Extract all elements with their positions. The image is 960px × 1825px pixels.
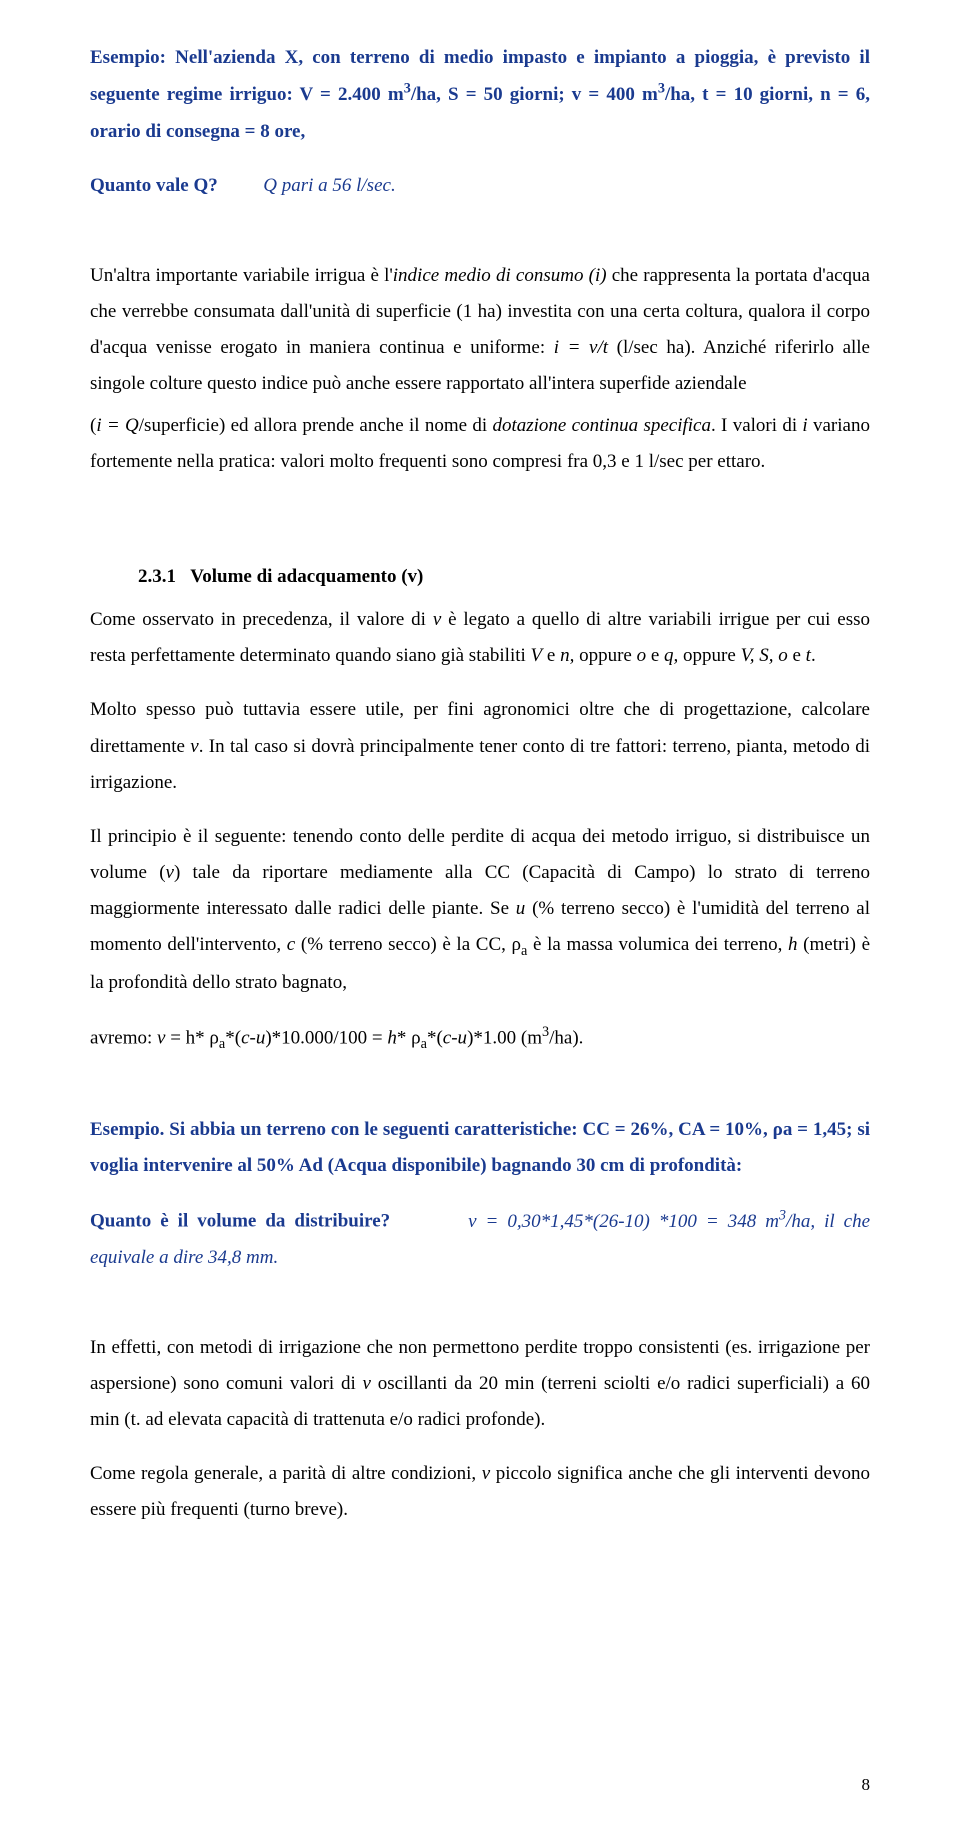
p5-h: è la massa volumica dei terreno, xyxy=(527,934,788,955)
document-page: Esempio: Nell'azienda X, con terreno di … xyxy=(0,0,960,1825)
section-number: 2.3.1 xyxy=(138,566,176,587)
p3-a: Come osservato in precedenza, il valore … xyxy=(90,609,433,630)
section-title: Volume di adacquamento (v) xyxy=(190,566,423,587)
paragraph-formula: avremo: v = h* ρa*(c-u)*10.000/100 = h* … xyxy=(90,1019,870,1058)
p6-l: /ha). xyxy=(549,1027,583,1048)
p3-k: oppure xyxy=(678,645,740,666)
example-2-q: Quanto è il volume da distribuire? xyxy=(90,1211,390,1232)
p3-o: . xyxy=(811,645,816,666)
p6-d: *( xyxy=(225,1027,241,1048)
paragraph-dotazione: (i = Q/superficie) ed allora prende anch… xyxy=(90,408,870,480)
p3-b: v xyxy=(433,609,441,630)
paragraph-metodi: In effetti, con metodi di irrigazione ch… xyxy=(90,1330,870,1438)
p6-h: * ρ xyxy=(397,1027,421,1048)
p6-a: avremo: xyxy=(90,1027,157,1048)
example-1-question: Quanto vale Q? Q pari a 56 l/sec. xyxy=(90,168,870,204)
example-1-q: Quanto vale Q? xyxy=(90,175,218,196)
paragraph-regola: Come regola generale, a parità di altre … xyxy=(90,1456,870,1528)
p2-d: dotazione continua specifica xyxy=(492,415,711,436)
p5-d: u xyxy=(516,898,526,919)
p5-i: h xyxy=(788,934,798,955)
example-1-text: Esempio: Nell'azienda X, con terreno di … xyxy=(90,47,870,142)
p3-j: q, xyxy=(664,645,678,666)
paragraph-indice-medio: Un'altra importante variabile irrigua è … xyxy=(90,258,870,402)
p2-b: i = Q xyxy=(96,415,138,436)
p6-j: c-u xyxy=(443,1027,467,1048)
p5-g: (% terreno secco) è la CC, ρ xyxy=(295,934,521,955)
p3-h: o xyxy=(637,645,647,666)
p3-l: V, S, o xyxy=(741,645,788,666)
p2-c: /superficie) ed allora prende anche il n… xyxy=(139,415,493,436)
p4-b: v xyxy=(190,736,198,757)
example-1-answer: Q pari a 56 l/sec. xyxy=(263,175,395,196)
page-number: 8 xyxy=(862,1775,871,1795)
p5-b: v xyxy=(166,862,174,883)
p4-c: . In tal caso si dovrà principalmente te… xyxy=(90,736,870,793)
p3-i: e xyxy=(646,645,664,666)
paragraph-principio: Il principio è il seguente: tenendo cont… xyxy=(90,819,870,1001)
p2-e: . I valori di xyxy=(711,415,802,436)
p6-g: h xyxy=(387,1027,397,1048)
paragraph-volume-1: Come osservato in precedenza, il valore … xyxy=(90,602,870,674)
p8-b: v xyxy=(482,1463,490,1484)
p3-d: V xyxy=(531,645,543,666)
p1-b: indice medio di consumo (i) xyxy=(393,265,607,286)
p3-e: e xyxy=(542,645,560,666)
p1-a: Un'altra importante variabile irrigua è … xyxy=(90,265,393,286)
p1-d: i = v/t xyxy=(554,337,608,358)
example-2-line1: Esempio. Si abbia un terreno con le segu… xyxy=(90,1112,870,1184)
p6-i: *( xyxy=(427,1027,443,1048)
p6-k: )*1.00 (m xyxy=(467,1027,542,1048)
example-2-line2: Quanto è il volume da distribuire?v = 0,… xyxy=(90,1202,870,1276)
p3-g: oppure xyxy=(574,645,636,666)
p6-c: = h* ρ xyxy=(165,1027,218,1048)
p3-f: n, xyxy=(560,645,574,666)
p7-b: v xyxy=(363,1373,371,1394)
example-1: Esempio: Nell'azienda X, con terreno di … xyxy=(90,40,870,150)
section-heading-2-3-1: 2.3.1 Volume di adacquamento (v) xyxy=(138,566,870,588)
example-2-text: Esempio. Si abbia un terreno con le segu… xyxy=(90,1119,870,1176)
paragraph-volume-2: Molto spesso può tuttavia essere utile, … xyxy=(90,692,870,800)
p3-m: e xyxy=(788,645,806,666)
p5-f: c xyxy=(287,934,295,955)
p8-a: Come regola generale, a parità di altre … xyxy=(90,1463,482,1484)
p6-e: c-u xyxy=(241,1027,265,1048)
p6-f: )*10.000/100 = xyxy=(265,1027,387,1048)
